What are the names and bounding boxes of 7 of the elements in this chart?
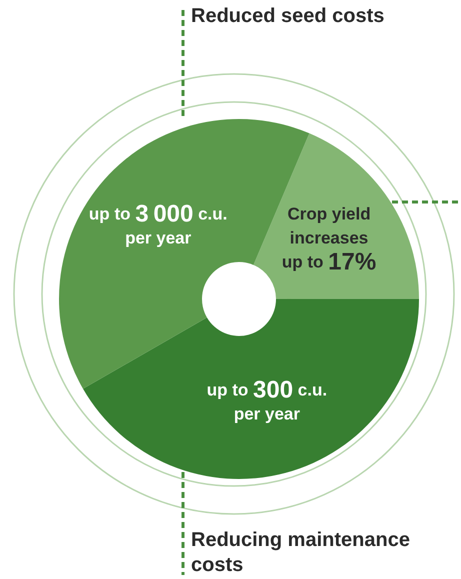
slice-label: Crop yield increases up to 17% <box>282 204 376 276</box>
text: Reducing maintenance costs <box>191 528 411 578</box>
donut-slice <box>253 133 419 299</box>
category-label: up to 300 c.u. per year <box>206 376 328 424</box>
text: Reduced seed costs <box>191 4 386 29</box>
donut-slice <box>82 298 419 479</box>
category-label: up to 3 000 c.u. per year <box>88 200 228 248</box>
